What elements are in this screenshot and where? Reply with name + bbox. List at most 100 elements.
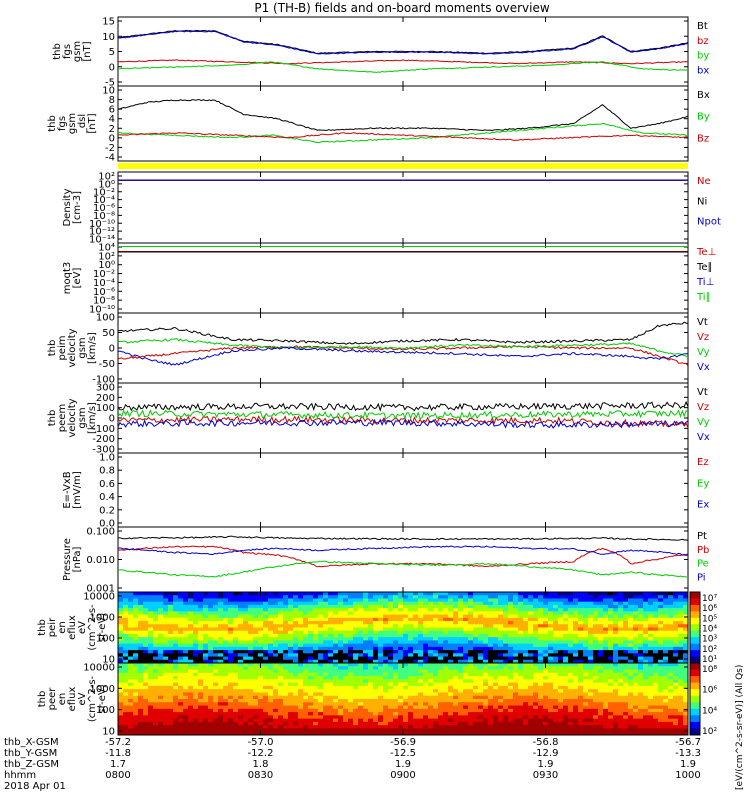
heatmap-cell — [153, 630, 159, 635]
heatmap-cell — [428, 656, 434, 661]
heatmap-cell — [628, 604, 634, 609]
heatmap-cell — [208, 682, 214, 687]
heatmap-cell — [433, 621, 439, 625]
series-line-by — [118, 61, 689, 73]
heatmap-cell — [653, 676, 659, 680]
heatmap-cell — [338, 672, 344, 677]
heatmap-cell — [318, 640, 324, 645]
heatmap-cell — [538, 672, 544, 677]
heatmap-cell — [193, 705, 199, 710]
heatmap-cell — [248, 595, 254, 599]
heatmap-cell — [548, 672, 554, 677]
heatmap-cell — [603, 666, 609, 671]
heatmap-cell — [448, 663, 454, 667]
heatmap-cell — [218, 656, 224, 661]
heatmap-cell — [543, 679, 549, 684]
heatmap-cell — [678, 592, 684, 596]
heatmap-cell — [313, 646, 319, 651]
heatmap-cell — [528, 669, 534, 674]
heatmap-cell — [233, 640, 239, 645]
heatmap-cell — [353, 650, 359, 654]
heatmap-cell — [563, 617, 569, 622]
heatmap-cell — [228, 640, 234, 645]
heatmap-cell — [378, 624, 384, 628]
y-axis-label-line: fgs — [57, 116, 68, 131]
heatmap-cell — [528, 646, 534, 651]
heatmap-cell — [478, 689, 484, 693]
heatmap-cell — [388, 611, 394, 616]
heatmap-cell — [123, 653, 129, 658]
heatmap-cell — [283, 685, 289, 690]
heatmap-cell — [408, 650, 414, 654]
heatmap-cell — [628, 627, 634, 632]
panel-frame — [117, 242, 689, 314]
heatmap-cell — [623, 601, 629, 606]
heatmap-cell — [273, 663, 279, 667]
heatmap-cell — [653, 669, 659, 674]
heatmap-cell — [528, 659, 534, 664]
heatmap-cell — [233, 624, 239, 628]
heatmap-cell — [148, 682, 154, 687]
heatmap-cell — [383, 689, 389, 693]
heatmap-cell — [288, 692, 294, 697]
heatmap-cell — [503, 604, 509, 609]
heatmap-cell — [453, 712, 459, 716]
heatmap-cell — [298, 672, 304, 677]
heatmap-cell — [238, 598, 244, 603]
heatmap-cell — [203, 624, 209, 628]
heatmap-cell — [218, 627, 224, 632]
heatmap-cell — [263, 663, 269, 667]
y-tick-label: 10⁻⁴ — [93, 278, 115, 289]
heatmap-cell — [408, 640, 414, 645]
heatmap-cell — [148, 595, 154, 599]
heatmap-cell — [173, 637, 179, 641]
heatmap-cell — [658, 592, 664, 596]
heatmap-cell — [263, 699, 269, 703]
heatmap-cell — [278, 624, 284, 628]
heatmap-cell — [518, 705, 524, 710]
heatmap-cell — [493, 653, 499, 658]
heatmap-cell — [438, 669, 444, 674]
heatmap-cell — [553, 617, 559, 622]
heatmap-cell — [678, 643, 684, 648]
heatmap-cell — [508, 669, 514, 674]
heatmap-cell — [518, 650, 524, 654]
heatmap-cell — [188, 712, 194, 716]
heatmap-cell — [673, 699, 679, 703]
heatmap-cell — [648, 663, 654, 667]
heatmap-cell — [143, 637, 149, 641]
heatmap-cell — [518, 659, 524, 664]
heatmap-cell — [653, 650, 659, 654]
heatmap-cell — [418, 676, 424, 680]
heatmap-cell — [628, 663, 634, 667]
heatmap-cell — [148, 592, 154, 596]
heatmap-cell — [503, 614, 509, 619]
heatmap-cell — [363, 598, 369, 603]
heatmap-cell — [628, 705, 634, 710]
heatmap-cell — [413, 689, 419, 693]
heatmap-cell — [238, 663, 244, 667]
heatmap-cell — [518, 640, 524, 645]
heatmap-cell — [183, 685, 189, 690]
heatmap-cell — [488, 702, 494, 707]
heatmap-cell — [553, 650, 559, 654]
heatmap-cell — [473, 718, 479, 723]
heatmap-cell — [513, 646, 519, 651]
heatmap-cell — [328, 646, 334, 651]
heatmap-cell — [648, 598, 654, 603]
heatmap-cell — [673, 666, 679, 671]
heatmap-cell — [328, 718, 334, 723]
heatmap-cell — [163, 705, 169, 710]
heatmap-cell — [508, 679, 514, 684]
heatmap-cell — [198, 601, 204, 606]
heatmap-cell — [288, 595, 294, 599]
heatmap-cell — [413, 705, 419, 710]
heatmap-cell — [608, 601, 614, 606]
heatmap-cell — [453, 669, 459, 674]
heatmap-cell — [633, 695, 639, 700]
heatmap-cell — [663, 640, 669, 645]
heatmap-cell — [433, 679, 439, 684]
heatmap-cell — [483, 656, 489, 661]
heatmap-cell — [663, 708, 669, 713]
heatmap-cell — [588, 679, 594, 684]
